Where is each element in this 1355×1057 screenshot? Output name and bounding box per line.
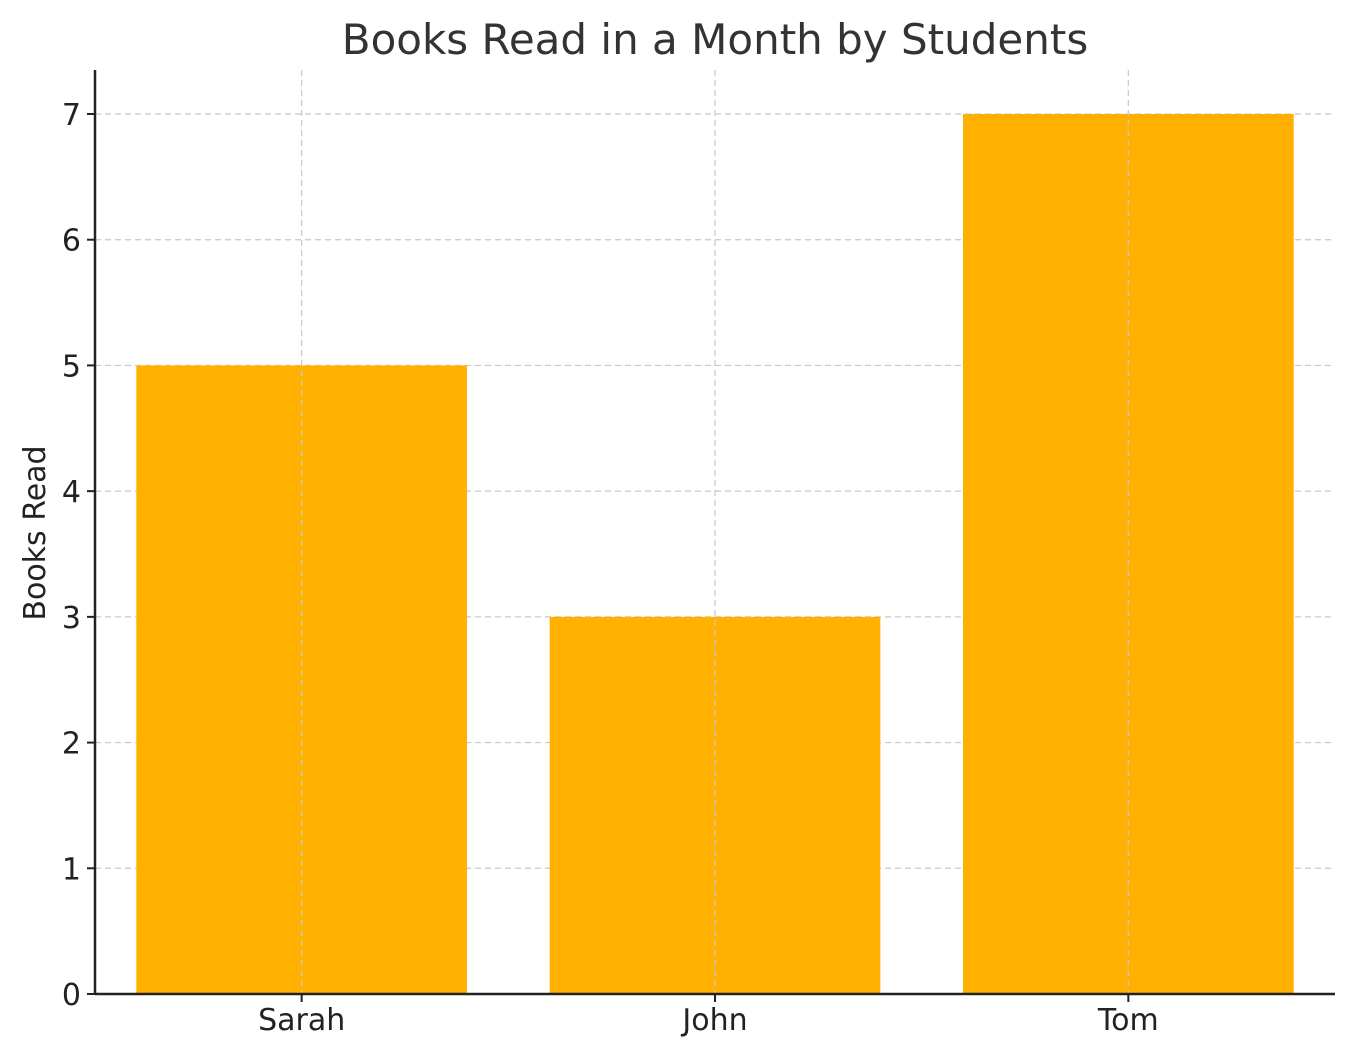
- tick-labels: 0 1 2 3 4 5 6 7 Sarah John Tom: [62, 98, 1159, 1038]
- y-tick-label: 0: [62, 978, 81, 1013]
- bar: [136, 365, 468, 994]
- x-tick-label: John: [680, 1003, 747, 1038]
- y-axis-label: Books Read: [18, 445, 53, 620]
- x-tick-label: Sarah: [258, 1003, 345, 1038]
- y-tick-label: 3: [62, 601, 81, 636]
- y-tick-label: 7: [62, 98, 81, 133]
- x-tick-label: Tom: [1097, 1003, 1159, 1038]
- grid-lines-overlay: [301, 70, 1129, 994]
- axes: [87, 70, 1335, 1002]
- y-tick-label: 6: [62, 224, 81, 259]
- y-tick-label: 1: [62, 852, 81, 887]
- chart-title: Books Read in a Month by Students: [342, 15, 1088, 64]
- y-tick-label: 2: [62, 727, 81, 762]
- y-tick-label: 4: [62, 475, 81, 510]
- bars: [136, 114, 1294, 994]
- y-tick-label: 5: [62, 349, 81, 384]
